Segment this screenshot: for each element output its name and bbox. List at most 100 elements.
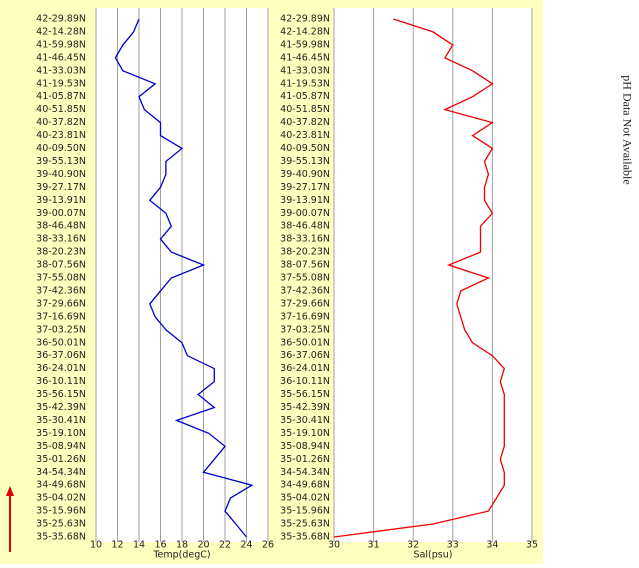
y-tick-label: 38-07.56N — [280, 260, 330, 271]
y-tick-label: 35-42.39N — [36, 402, 86, 413]
y-tick-label: 41-33.03N — [36, 65, 86, 76]
y-tick-label: 39-55.13N — [36, 156, 86, 167]
y-tick-label: 35-04.02N — [36, 493, 86, 504]
x-tick-label: 22 — [219, 540, 231, 551]
y-tick-label: 35-15.96N — [280, 506, 330, 517]
x-tick-label: 12 — [111, 540, 123, 551]
y-tick-label: 36-24.01N — [36, 363, 86, 374]
y-tick-label: 42-29.89N — [36, 14, 86, 25]
y-tick-label: 37-16.69N — [36, 311, 86, 322]
y-tick-label: 40-23.81N — [280, 130, 330, 141]
y-tick-label: 36-37.06N — [36, 350, 86, 361]
y-tick-label: 35-30.41N — [36, 415, 86, 426]
x-tick-label: 32 — [407, 540, 419, 551]
y-tick-label: 38-46.48N — [36, 221, 86, 232]
y-tick-label: 41-19.53N — [36, 78, 86, 89]
y-tick-label: 41-46.45N — [280, 52, 330, 63]
data-line — [333, 18, 506, 538]
y-tick-label: 39-27.17N — [280, 182, 330, 193]
y-tick-label: 36-50.01N — [36, 337, 86, 348]
y-tick-label: 38-46.48N — [280, 221, 330, 232]
y-tick-label: 38-33.16N — [280, 234, 330, 245]
y-tick-label: 39-40.90N — [280, 169, 330, 180]
y-tick-label: 35-30.41N — [280, 415, 330, 426]
y-tick-label: 42-14.28N — [36, 26, 86, 37]
x-tick-label: 24 — [240, 540, 252, 551]
y-tick-label: 36-37.06N — [280, 350, 330, 361]
x-tick-label: 33 — [447, 540, 459, 551]
y-tick-label: 39-00.07N — [36, 208, 86, 219]
y-tick-label: 42-14.28N — [280, 26, 330, 37]
x-tick-label: 14 — [133, 540, 145, 551]
y-tick-label: 35-42.39N — [280, 402, 330, 413]
y-tick-label: 34-54.34N — [280, 467, 330, 478]
plot-area — [334, 8, 532, 542]
y-tick-label: 41-46.45N — [36, 52, 86, 63]
y-tick-label: 35-15.96N — [36, 506, 86, 517]
y-tick-label: 38-20.23N — [36, 247, 86, 258]
y-tick-label: 34-54.34N — [36, 467, 86, 478]
x-tick-label: 10 — [90, 540, 102, 551]
y-tick-label: 37-29.66N — [280, 298, 330, 309]
x-tick-label: 18 — [176, 540, 188, 551]
y-tick-label: 37-29.66N — [36, 298, 86, 309]
annotation: pH Data Not Available — [620, 75, 634, 184]
x-axis-label: Temp(degC) — [152, 550, 210, 561]
y-tick-label: 39-00.07N — [280, 208, 330, 219]
y-tick-label: 35-56.15N — [280, 389, 330, 400]
y-tick-label: 34-49.68N — [36, 480, 86, 491]
y-tick-label: 34-49.68N — [280, 480, 330, 491]
y-tick-label: 35-35.68N — [36, 532, 86, 543]
x-tick-label: 31 — [368, 540, 380, 551]
y-tick-label: 35-04.02N — [280, 493, 330, 504]
x-tick-label: 20 — [197, 540, 209, 551]
y-tick-label: 36-24.01N — [280, 363, 330, 374]
y-tick-label: 40-37.82N — [36, 117, 86, 128]
y-tick-label: 41-33.03N — [280, 65, 330, 76]
y-tick-label: 37-03.25N — [280, 324, 330, 335]
y-tick-label: 38-33.16N — [36, 234, 86, 245]
y-tick-label: 35-56.15N — [36, 389, 86, 400]
y-tick-label: 36-50.01N — [280, 337, 330, 348]
x-axis-label: Sal(psu) — [414, 550, 453, 561]
y-tick-label: 39-13.91N — [36, 195, 86, 206]
y-tick-label: 37-42.36N — [36, 285, 86, 296]
y-tick-label: 41-59.98N — [280, 39, 330, 50]
x-tick-label: 30 — [328, 540, 340, 551]
y-tick-label: 35-01.26N — [280, 454, 330, 465]
y-tick-label: 41-19.53N — [280, 78, 330, 89]
y-tick-label: 40-09.50N — [280, 143, 330, 154]
y-tick-label: 35-35.68N — [280, 532, 330, 543]
direction-arrow — [6, 486, 14, 552]
y-tick-label: 35-08.94N — [36, 441, 86, 452]
y-tick-label: 40-51.85N — [36, 104, 86, 115]
y-tick-label: 35-19.10N — [36, 428, 86, 439]
y-tick-label: 40-23.81N — [36, 130, 86, 141]
y-tick-label: 40-51.85N — [280, 104, 330, 115]
y-tick-label: 37-16.69N — [280, 311, 330, 322]
y-tick-label: 35-08.94N — [280, 441, 330, 452]
y-tick-label: 37-03.25N — [36, 324, 86, 335]
y-tick-label: 35-25.63N — [280, 519, 330, 530]
y-tick-label: 35-25.63N — [36, 519, 86, 530]
y-tick-label: 40-37.82N — [280, 117, 330, 128]
y-tick-label: 42-29.89N — [280, 14, 330, 25]
x-tick-label: 16 — [154, 540, 166, 551]
y-tick-label: 37-42.36N — [280, 285, 330, 296]
y-tick-label: 39-40.90N — [36, 169, 86, 180]
data-line — [114, 18, 254, 538]
y-tick-label: 41-05.87N — [36, 91, 86, 102]
y-tick-label: 36-10.11N — [36, 376, 86, 387]
y-tick-label: 39-55.13N — [280, 156, 330, 167]
y-tick-label: 37-55.08N — [36, 273, 86, 284]
x-tick-label: 26 — [262, 540, 274, 551]
y-tick-label: 38-07.56N — [36, 260, 86, 271]
y-tick-label: 35-01.26N — [36, 454, 86, 465]
x-tick-label: 34 — [486, 540, 498, 551]
y-tick-label: 40-09.50N — [36, 143, 86, 154]
y-tick-label: 38-20.23N — [280, 247, 330, 258]
y-tick-label: 35-19.10N — [280, 428, 330, 439]
y-tick-label: 37-55.08N — [280, 273, 330, 284]
y-tick-label: 41-59.98N — [36, 39, 86, 50]
